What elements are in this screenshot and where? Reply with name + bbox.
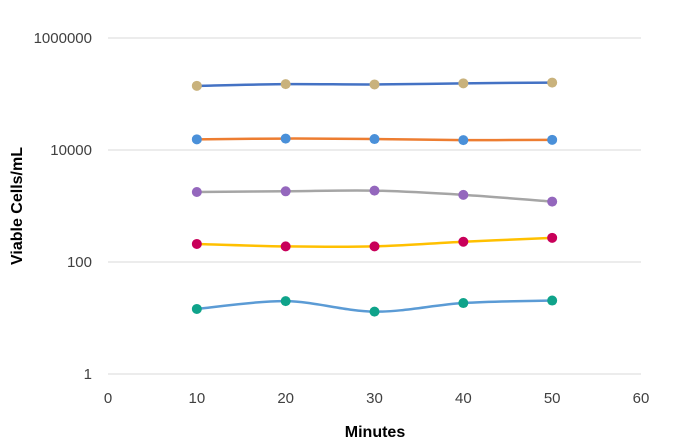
data-point: [547, 77, 558, 88]
data-point: [458, 298, 469, 309]
data-point: [547, 295, 558, 306]
data-point: [458, 78, 469, 89]
data-point: [191, 134, 202, 145]
x-tick-label: 10: [188, 390, 205, 407]
data-point: [458, 135, 469, 146]
data-point: [280, 296, 291, 307]
data-point: [280, 186, 291, 197]
data-point: [280, 133, 291, 144]
data-point: [458, 236, 469, 247]
y-axis-title: Viable Cells/mL: [9, 147, 26, 265]
series-2: [191, 133, 558, 146]
series-1: [191, 77, 558, 91]
x-tick-label: 30: [366, 390, 383, 407]
data-point: [369, 241, 380, 252]
y-tick-label: 100: [67, 254, 92, 271]
data-point: [191, 303, 202, 314]
y-tick-label: 1000000: [34, 30, 92, 47]
data-point: [547, 134, 558, 145]
data-point: [280, 79, 291, 90]
x-tick-label: 60: [633, 390, 650, 407]
data-point: [369, 134, 380, 145]
data-point: [547, 196, 558, 207]
x-axis-ticks: 0 10 20 30 40 50 60: [104, 390, 650, 407]
y-tick-label: 1: [84, 366, 92, 383]
data-point: [369, 185, 380, 196]
x-tick-label: 50: [544, 390, 561, 407]
series-5: [191, 295, 558, 317]
data-point: [191, 80, 202, 91]
data-point: [547, 232, 558, 243]
x-tick-label: 40: [455, 390, 472, 407]
x-tick-label: 20: [277, 390, 294, 407]
data-point: [458, 189, 469, 200]
series-layer: [191, 77, 558, 317]
x-tick-label: 0: [104, 390, 112, 407]
series-4: [191, 232, 558, 252]
series-3: [191, 185, 558, 207]
data-point: [369, 79, 380, 90]
data-point: [280, 241, 291, 252]
data-point: [191, 186, 202, 197]
data-point: [369, 306, 380, 317]
y-tick-label: 10000: [50, 142, 92, 159]
y-axis-ticks: 1 100 10000 1000000: [34, 30, 92, 383]
gridlines: [108, 37, 641, 375]
data-point: [191, 238, 202, 249]
x-axis-title: Minutes: [345, 424, 406, 441]
